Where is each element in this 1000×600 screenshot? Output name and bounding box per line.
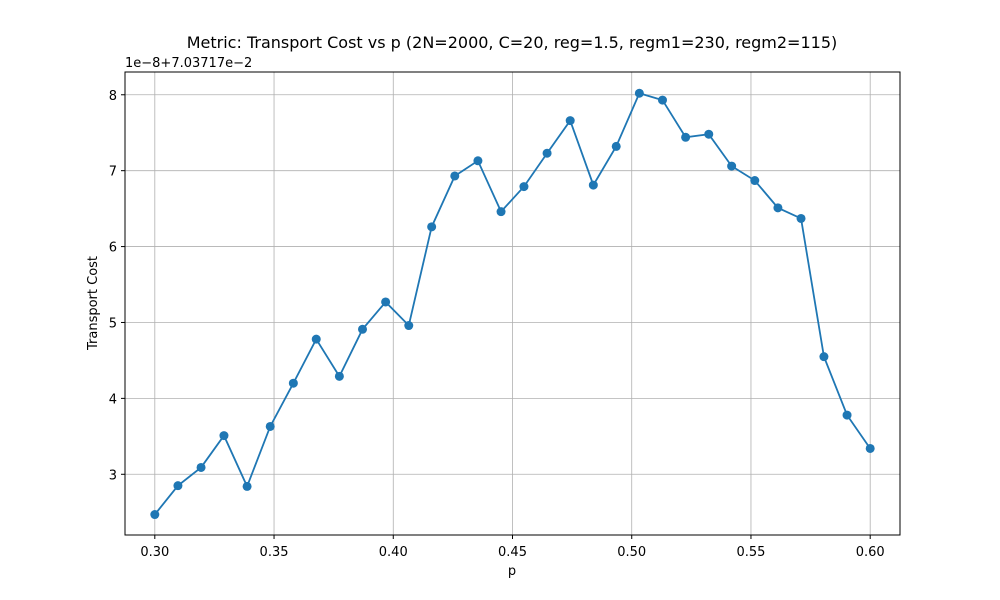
y-tick-label: 4 <box>109 392 117 407</box>
data-point <box>334 371 344 381</box>
data-point <box>865 443 875 453</box>
x-tick-label: 0.55 <box>736 545 765 560</box>
data-point <box>634 88 644 98</box>
data-point <box>796 213 806 223</box>
x-tick-label: 0.30 <box>140 545 169 560</box>
data-point <box>819 352 829 362</box>
y-axis-label: Transport Cost <box>86 256 101 351</box>
grid <box>125 72 900 535</box>
y-tick-label: 7 <box>109 165 117 180</box>
x-axis-label: p <box>508 564 516 579</box>
data-point <box>611 141 621 151</box>
data-point <box>288 378 298 388</box>
series-points <box>150 88 875 520</box>
x-axis-ticks: 0.30 0.35 0.40 0.45 0.50 0.55 0.60 <box>140 535 885 560</box>
data-point <box>150 510 160 520</box>
data-point <box>381 297 391 307</box>
x-tick-label: 0.60 <box>856 545 885 560</box>
data-point <box>496 207 506 217</box>
y-offset-text: 1e−8+7.03717e−2 <box>125 56 252 71</box>
data-point <box>358 324 368 334</box>
series-polyline <box>154 92 871 516</box>
data-point <box>311 334 321 344</box>
data-point <box>265 421 275 431</box>
data-point <box>773 203 783 213</box>
data-point <box>704 129 714 139</box>
data-point <box>473 156 483 166</box>
x-tick-label: 0.40 <box>379 545 408 560</box>
data-point <box>565 116 575 126</box>
x-tick-label: 0.50 <box>617 545 646 560</box>
y-tick-label: 3 <box>109 468 117 483</box>
data-point <box>727 161 737 171</box>
data-point <box>450 171 460 181</box>
data-point <box>542 148 552 158</box>
data-point <box>219 431 229 441</box>
y-tick-label: 5 <box>109 316 117 331</box>
chart-title: Metric: Transport Cost vs p (2N=2000, C=… <box>187 33 838 52</box>
data-point <box>750 176 760 186</box>
data-point <box>588 180 598 190</box>
data-point <box>657 95 667 105</box>
x-tick-label: 0.35 <box>260 545 289 560</box>
data-point <box>196 462 206 472</box>
x-tick-label: 0.45 <box>498 545 527 560</box>
data-point <box>173 481 183 491</box>
data-point <box>404 321 414 331</box>
plot-frame <box>124 71 901 536</box>
data-point <box>842 410 852 420</box>
data-point <box>427 222 437 232</box>
data-point <box>519 182 529 192</box>
y-tick-label: 8 <box>109 89 117 104</box>
y-axis-ticks: 3 4 5 6 7 8 <box>109 89 125 483</box>
data-point <box>242 481 252 491</box>
y-tick-label: 6 <box>109 241 117 256</box>
series-line <box>154 92 871 516</box>
data-point <box>681 132 691 142</box>
